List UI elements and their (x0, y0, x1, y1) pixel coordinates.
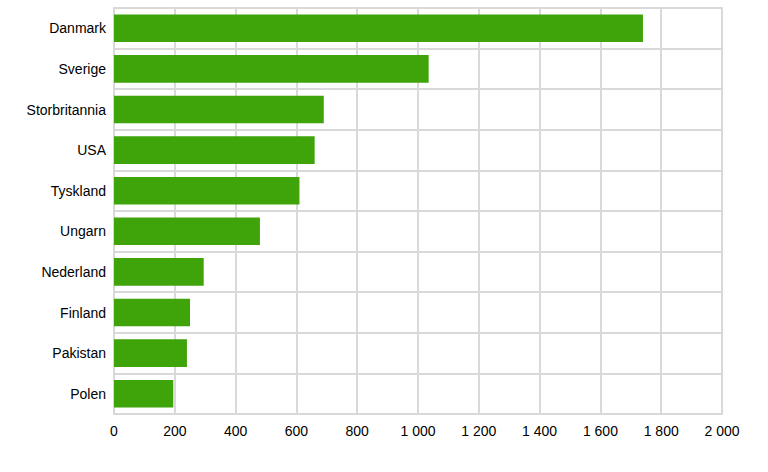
svg-text:1 400: 1 400 (522, 423, 557, 439)
svg-text:Finland: Finland (60, 305, 106, 321)
svg-text:Sverige: Sverige (59, 61, 107, 77)
svg-text:Tyskland: Tyskland (51, 183, 106, 199)
svg-text:2 000: 2 000 (704, 423, 739, 439)
svg-text:200: 200 (163, 423, 187, 439)
svg-text:400: 400 (224, 423, 248, 439)
svg-text:USA: USA (77, 142, 106, 158)
svg-text:Ungarn: Ungarn (60, 223, 106, 239)
svg-text:1 000: 1 000 (400, 423, 435, 439)
svg-text:Danmark: Danmark (49, 20, 107, 36)
svg-text:1 600: 1 600 (583, 423, 618, 439)
svg-text:1 800: 1 800 (644, 423, 679, 439)
svg-text:Polen: Polen (70, 386, 106, 402)
svg-text:Nederland: Nederland (41, 264, 106, 280)
svg-text:0: 0 (110, 423, 118, 439)
svg-text:Pakistan: Pakistan (52, 345, 106, 361)
svg-text:1 200: 1 200 (461, 423, 496, 439)
svg-text:800: 800 (346, 423, 370, 439)
svg-text:Storbritannia: Storbritannia (27, 102, 107, 118)
svg-text:600: 600 (285, 423, 309, 439)
